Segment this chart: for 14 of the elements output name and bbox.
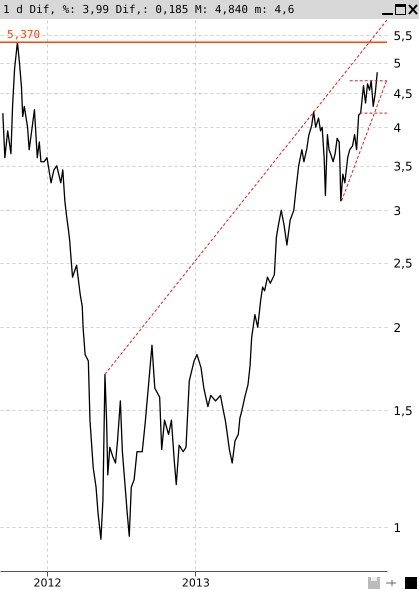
y-tick-label: 2: [394, 320, 402, 335]
y-tick-label: 1,5: [394, 404, 413, 418]
ref-line-label: 5,370: [7, 28, 40, 42]
x-tick-label: 2013: [182, 576, 210, 590]
y-tick-label: 3,5: [394, 159, 413, 174]
y-tick-label: 1: [394, 520, 402, 535]
y-tick-label: 3: [394, 204, 402, 218]
x-tick-label: 2012: [34, 576, 62, 590]
chart-title: 1 d Dif, %: 3,99 Dif,: 0,185 M: 4,840 m: 4,6: [0, 0, 419, 19]
y-tick-label: 4: [394, 120, 402, 135]
y-tick-label: 5,5: [394, 28, 413, 43]
y-tick-label: 5: [394, 56, 402, 70]
y-tick-label: 4,5: [394, 86, 413, 101]
y-tick-label: 2,5: [394, 256, 413, 270]
